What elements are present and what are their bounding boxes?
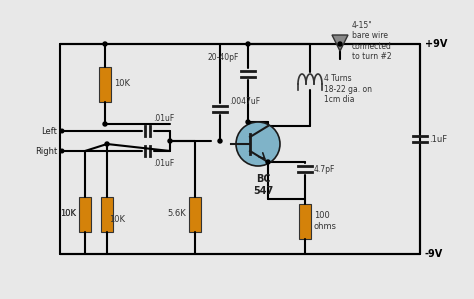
Text: .01uF: .01uF <box>153 114 174 123</box>
Circle shape <box>266 160 270 164</box>
Text: Left: Left <box>41 126 57 135</box>
Text: 4.7pF: 4.7pF <box>314 164 336 173</box>
Text: 10K: 10K <box>60 210 76 219</box>
Text: 10K: 10K <box>109 214 125 223</box>
Circle shape <box>236 122 280 166</box>
FancyBboxPatch shape <box>99 66 111 101</box>
Circle shape <box>338 42 342 46</box>
Circle shape <box>103 122 107 126</box>
Circle shape <box>60 149 64 153</box>
Polygon shape <box>332 35 348 51</box>
Circle shape <box>105 142 109 146</box>
Text: 10K: 10K <box>114 80 130 89</box>
Circle shape <box>246 120 250 124</box>
Text: Right: Right <box>35 147 57 155</box>
Text: 5.6K: 5.6K <box>167 210 186 219</box>
Circle shape <box>218 139 222 143</box>
FancyBboxPatch shape <box>189 196 201 231</box>
Text: +9V: +9V <box>425 39 447 49</box>
Text: 10K: 10K <box>60 210 76 219</box>
Text: 100
ohms: 100 ohms <box>314 211 337 231</box>
Circle shape <box>168 139 172 143</box>
Circle shape <box>60 129 64 133</box>
Text: .1uF: .1uF <box>429 135 447 144</box>
FancyBboxPatch shape <box>79 196 91 231</box>
Text: 20-40pF: 20-40pF <box>208 53 239 62</box>
Text: -9V: -9V <box>425 249 443 259</box>
FancyBboxPatch shape <box>299 204 311 239</box>
Circle shape <box>246 42 250 46</box>
Text: 4-15"
bare wire
connected
to turn #2: 4-15" bare wire connected to turn #2 <box>352 21 392 61</box>
Circle shape <box>103 42 107 46</box>
Text: 4 Turns
18-22 ga. on
1cm dia: 4 Turns 18-22 ga. on 1cm dia <box>324 74 372 104</box>
Text: BC
547: BC 547 <box>253 174 273 196</box>
Text: .0047uF: .0047uF <box>229 97 260 106</box>
Text: .01uF: .01uF <box>153 159 174 168</box>
FancyBboxPatch shape <box>101 196 113 231</box>
